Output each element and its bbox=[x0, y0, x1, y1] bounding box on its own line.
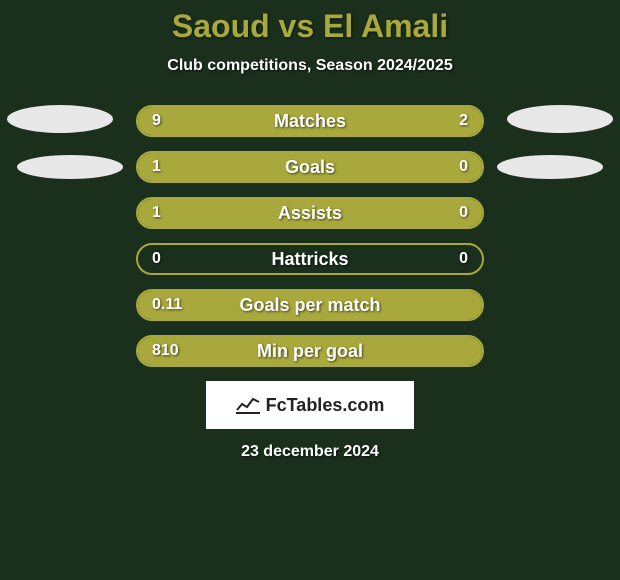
stat-label: Min per goal bbox=[257, 341, 363, 362]
stats-area: 9 Matches 2 1 Goals 0 1 Assists 0 0 Hattricks 0 0.11… bbox=[0, 105, 620, 367]
stat-labels: 9 Matches 2 bbox=[138, 107, 482, 135]
stat-label: Goals bbox=[285, 157, 335, 178]
player-left-avatar-1 bbox=[7, 105, 113, 133]
stat-value-left: 0 bbox=[152, 250, 161, 268]
stat-value-right: 0 bbox=[459, 204, 468, 222]
stat-row: 1 Assists 0 bbox=[136, 197, 484, 229]
stat-rows: 9 Matches 2 1 Goals 0 1 Assists 0 0 Hattricks 0 0.11… bbox=[0, 105, 620, 367]
chart-icon bbox=[236, 396, 260, 414]
stat-row: 9 Matches 2 bbox=[136, 105, 484, 137]
player-right-avatar-2 bbox=[497, 155, 603, 179]
stat-value-left: 0.11 bbox=[152, 296, 182, 314]
stat-label: Hattricks bbox=[271, 249, 348, 270]
stat-labels: 810 Min per goal bbox=[138, 337, 482, 365]
stat-label: Matches bbox=[274, 111, 346, 132]
badge-text: FcTables.com bbox=[266, 395, 385, 416]
stat-labels: 0 Hattricks 0 bbox=[138, 245, 482, 273]
stat-value-right: 0 bbox=[459, 250, 468, 268]
stat-value-left: 1 bbox=[152, 158, 161, 176]
stat-row: 810 Min per goal bbox=[136, 335, 484, 367]
player-left-avatar-2 bbox=[17, 155, 123, 179]
stat-labels: 1 Assists 0 bbox=[138, 199, 482, 227]
stat-value-left: 1 bbox=[152, 204, 161, 222]
stat-value-right: 0 bbox=[459, 158, 468, 176]
stat-value-left: 9 bbox=[152, 112, 161, 130]
source-badge: FcTables.com bbox=[206, 381, 414, 429]
stat-row: 1 Goals 0 bbox=[136, 151, 484, 183]
stat-label: Assists bbox=[278, 203, 342, 224]
date-label: 23 december 2024 bbox=[0, 443, 620, 461]
player-right-avatar-1 bbox=[507, 105, 613, 133]
stat-value-left: 810 bbox=[152, 342, 179, 360]
stat-value-right: 2 bbox=[459, 112, 468, 130]
stat-label: Goals per match bbox=[239, 295, 380, 316]
comparison-infographic: Saoud vs El Amali Club competitions, Sea… bbox=[0, 0, 620, 461]
stat-row: 0 Hattricks 0 bbox=[136, 243, 484, 275]
subtitle: Club competitions, Season 2024/2025 bbox=[0, 57, 620, 75]
page-title: Saoud vs El Amali bbox=[0, 8, 620, 45]
stat-labels: 1 Goals 0 bbox=[138, 153, 482, 181]
stat-labels: 0.11 Goals per match bbox=[138, 291, 482, 319]
stat-row: 0.11 Goals per match bbox=[136, 289, 484, 321]
